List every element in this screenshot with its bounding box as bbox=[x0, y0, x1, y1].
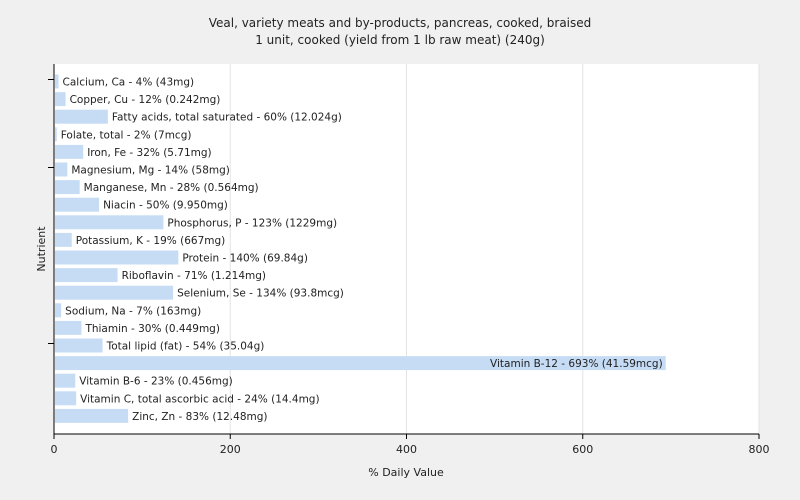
bars bbox=[55, 74, 666, 423]
bar bbox=[55, 285, 174, 300]
bar bbox=[55, 215, 164, 230]
x-tick-label: 800 bbox=[749, 443, 770, 456]
bar bbox=[55, 373, 76, 388]
bar-label: Thiamin - 30% (0.449mg) bbox=[84, 323, 220, 335]
bar bbox=[55, 320, 82, 335]
bar-label: Sodium, Na - 7% (163mg) bbox=[65, 305, 201, 317]
bar bbox=[55, 232, 72, 247]
x-axis-label: % Daily Value bbox=[368, 466, 444, 479]
bar-label: Fatty acids, total saturated - 60% (12.0… bbox=[112, 112, 342, 124]
y-axis-label: Nutrient bbox=[35, 226, 48, 272]
bar bbox=[55, 74, 59, 89]
bar-label: Vitamin B-6 - 23% (0.456mg) bbox=[79, 376, 233, 388]
x-tick-label: 200 bbox=[220, 443, 241, 456]
bar bbox=[55, 144, 84, 159]
bar-label: Protein - 140% (69.84g) bbox=[182, 253, 308, 265]
chart-title: Veal, variety meats and by-products, pan… bbox=[209, 16, 592, 30]
x-tick-label: 400 bbox=[396, 443, 417, 456]
bar-label: Manganese, Mn - 28% (0.564mg) bbox=[84, 182, 259, 194]
bar-label: Copper, Cu - 12% (0.242mg) bbox=[70, 94, 221, 106]
chart-subtitle: 1 unit, cooked (yield from 1 lb raw meat… bbox=[255, 33, 545, 47]
bar-label: Niacin - 50% (9.950mg) bbox=[103, 200, 228, 212]
bar-label: Phosphorus, P - 123% (1229mg) bbox=[167, 217, 337, 229]
bar-label: Total lipid (fat) - 54% (35.04g) bbox=[106, 341, 265, 353]
bar bbox=[55, 109, 108, 124]
bar bbox=[55, 127, 57, 142]
bar-label: Magnesium, Mg - 14% (58mg) bbox=[71, 165, 230, 177]
bar-label: Folate, total - 2% (7mcg) bbox=[61, 129, 192, 141]
x-tick-label: 600 bbox=[572, 443, 593, 456]
x-tick-label: 0 bbox=[51, 443, 58, 456]
bar-label: Potassium, K - 19% (667mg) bbox=[76, 235, 226, 247]
bar-labels: Calcium, Ca - 4% (43mg) Copper, Cu - 12% … bbox=[61, 77, 663, 423]
axes: 0 200 400 600 800 bbox=[48, 64, 770, 456]
bar bbox=[55, 268, 118, 283]
bar bbox=[55, 338, 103, 353]
bar bbox=[55, 250, 179, 265]
bar-label: Selenium, Se - 134% (93.8mcg) bbox=[177, 288, 344, 300]
bar-label: Vitamin C, total ascorbic acid - 24% (14… bbox=[80, 393, 319, 405]
bar-label: Calcium, Ca - 4% (43mg) bbox=[63, 77, 195, 89]
bar bbox=[55, 303, 62, 318]
bar-label: Riboflavin - 71% (1.214mg) bbox=[122, 270, 266, 282]
bar bbox=[55, 356, 666, 371]
bar-label: Zinc, Zn - 83% (12.48mg) bbox=[132, 411, 267, 423]
bar bbox=[55, 180, 80, 195]
bar bbox=[55, 197, 100, 212]
bar bbox=[55, 92, 66, 107]
bar-label: Vitamin B-12 - 693% (41.59mcg) bbox=[490, 358, 663, 370]
grid-lines bbox=[229, 64, 760, 434]
bar bbox=[55, 408, 129, 423]
bar bbox=[55, 162, 68, 177]
bar bbox=[55, 391, 77, 406]
bar-label: Iron, Fe - 32% (5.71mg) bbox=[87, 147, 211, 159]
